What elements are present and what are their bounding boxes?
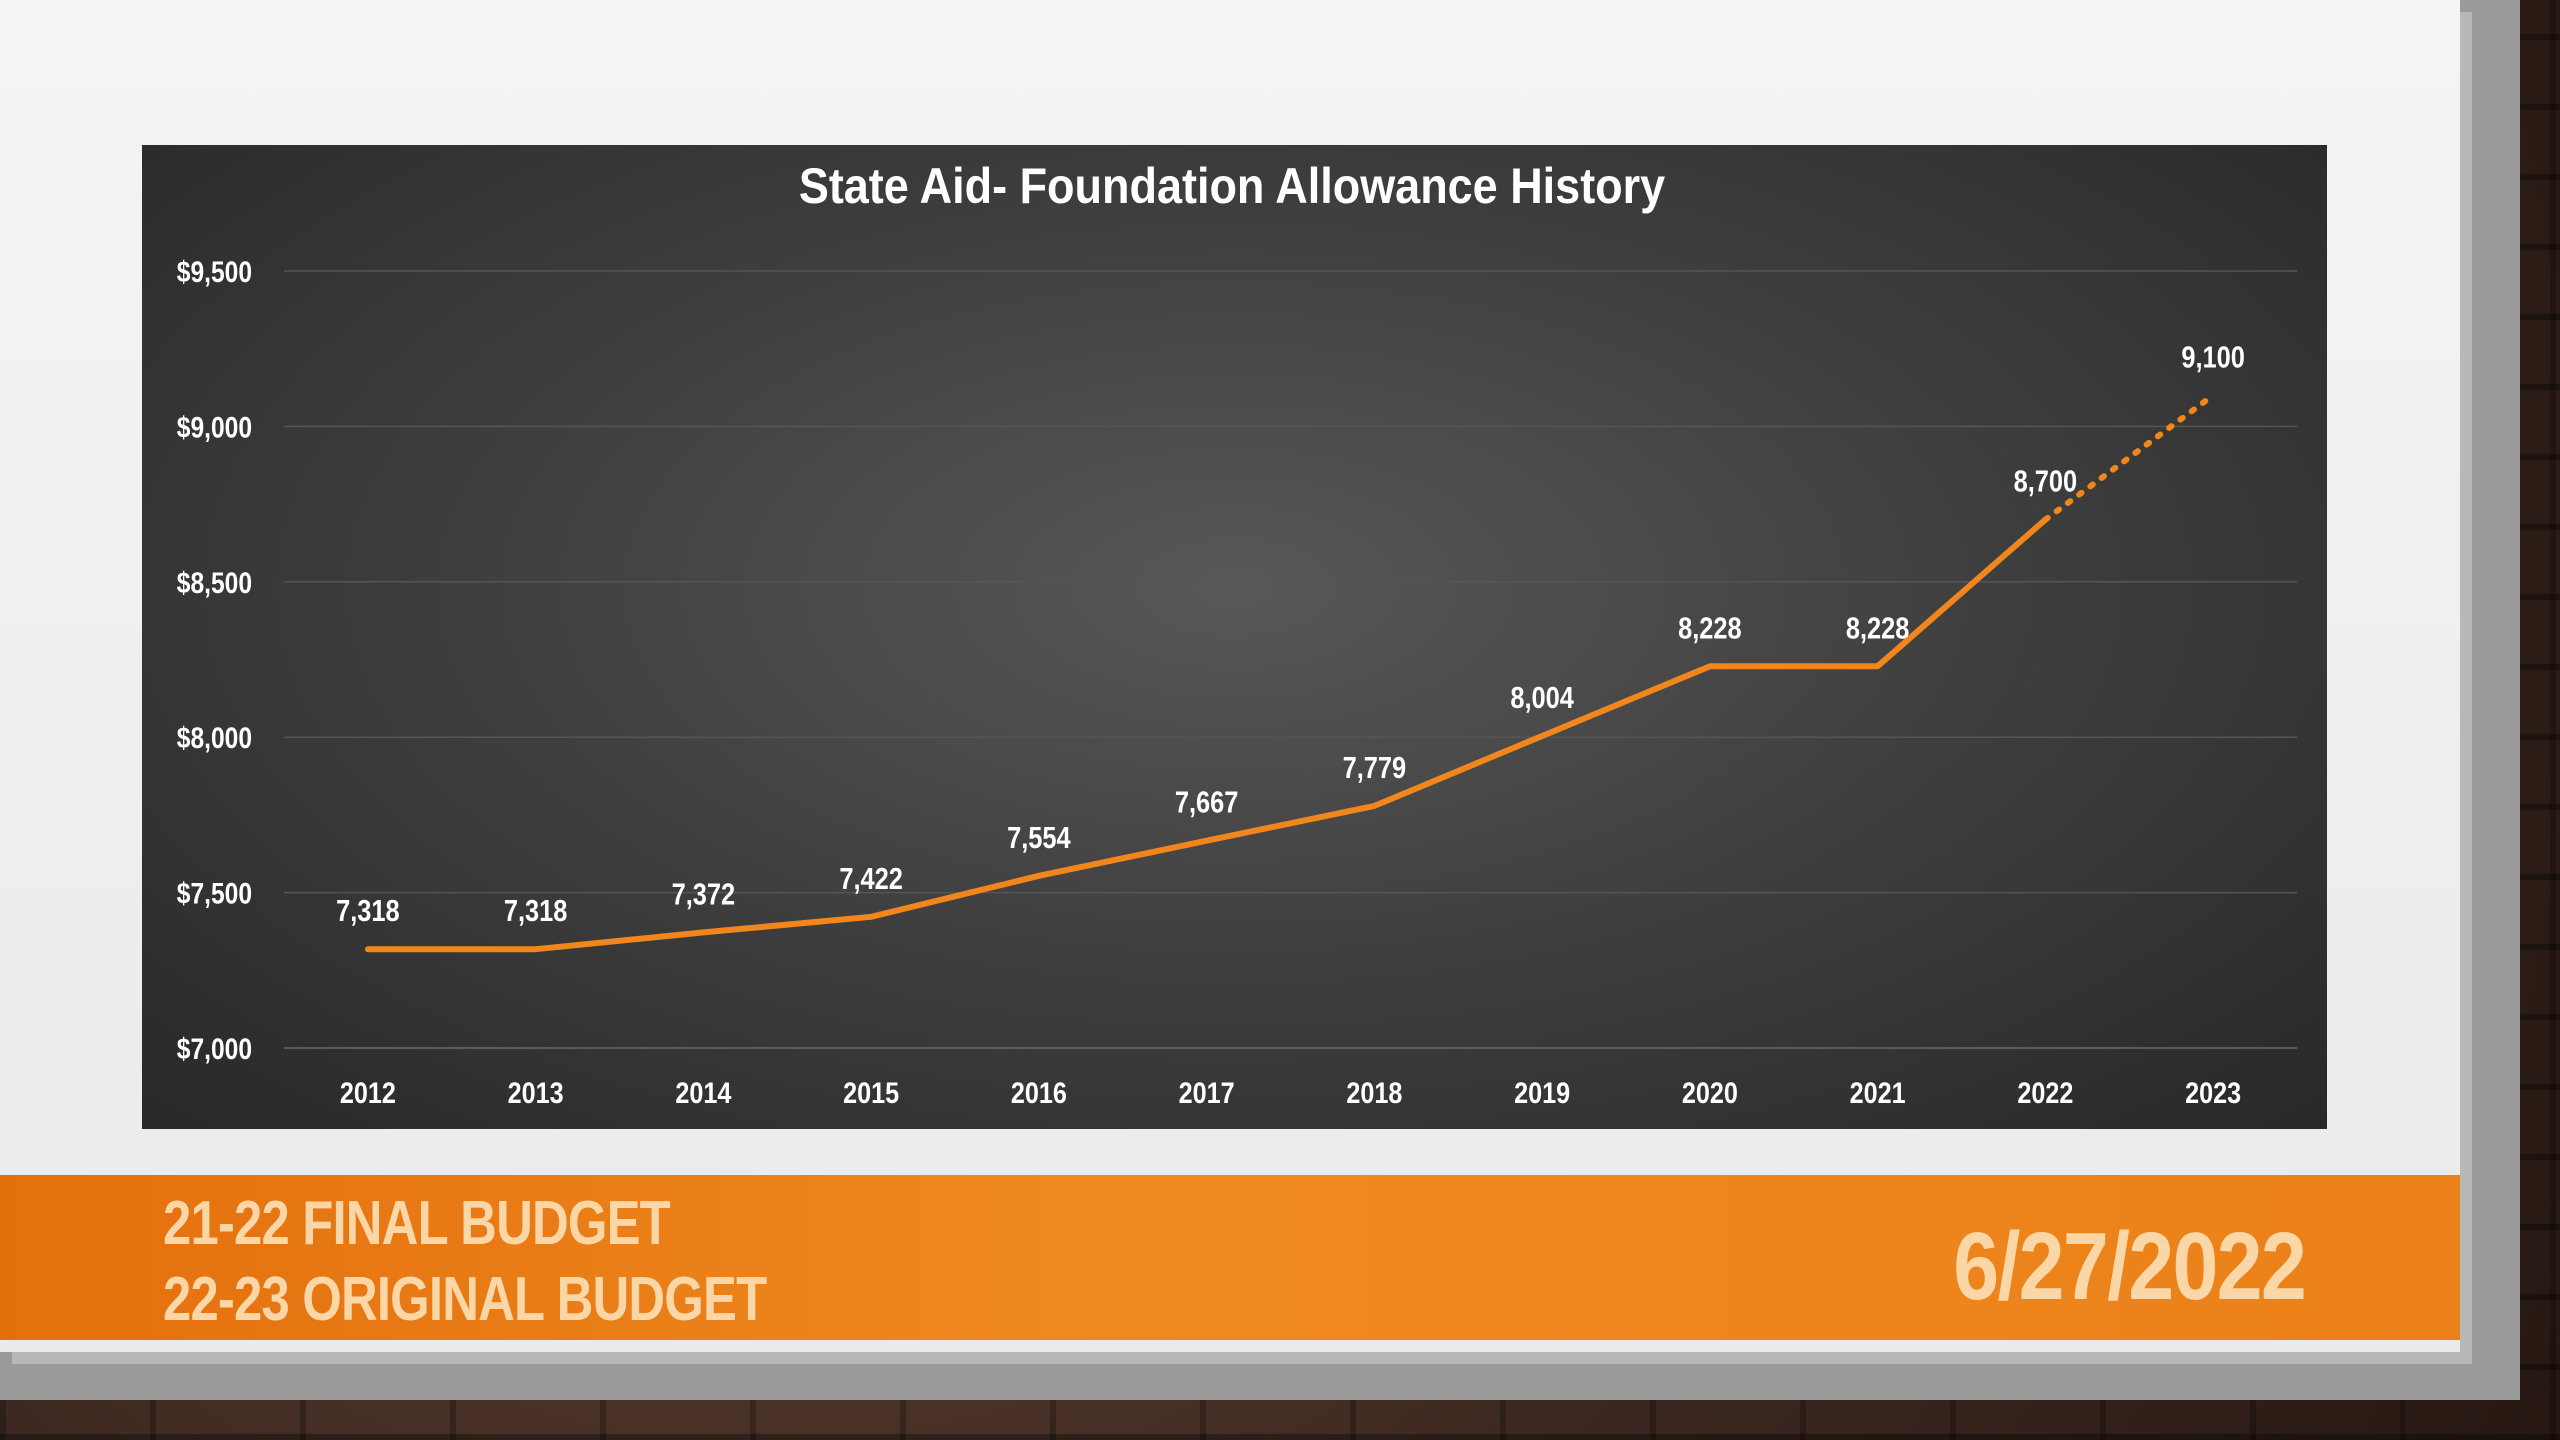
series-line-actual [364,516,2049,953]
grid-lines [284,270,2297,1049]
x-tick-label: 2019 [1514,1076,1570,1110]
x-tick-label: 2015 [843,1076,899,1110]
data-label: 7,422 [839,862,903,897]
footer-date: 6/27/2022 [1953,1213,2307,1320]
data-labels: 7,318 7,318 7,372 7,422 7,554 7,667 7,779 8,004… [336,340,2245,929]
data-label: 7,318 [504,894,568,929]
data-label: 8,004 [1510,681,1574,716]
x-tick-label: 2014 [675,1076,732,1110]
y-axis-ticks: $7,000 $7,500 $8,000 $8,500 $9,000 $9,500 [177,255,252,1066]
y-tick-label: $8,500 [177,565,252,599]
chart-panel: $7,000 $7,500 $8,000 $8,500 $9,000 $9,500 201… [142,145,2327,1129]
x-axis-ticks: 2012 2013 2014 2015 2016 2017 2018 2019 2020 2021… [340,1076,2241,1110]
y-tick-label: $9,500 [177,255,252,289]
y-tick-label: $8,000 [177,721,252,755]
y-tick-label: $7,000 [177,1032,252,1066]
x-tick-label: 2020 [1682,1076,1738,1110]
x-tick-label: 2018 [1346,1076,1402,1110]
x-tick-label: 2021 [1850,1076,1906,1110]
data-label: 8,228 [1678,611,1742,646]
x-tick-label: 2016 [1011,1076,1067,1110]
data-label: 7,667 [1175,785,1239,820]
y-tick-label: $9,000 [177,410,252,444]
data-label: 7,554 [1007,820,1071,855]
data-label: 8,228 [1846,611,1910,646]
x-tick-label: 2017 [1179,1076,1235,1110]
line-chart: $7,000 $7,500 $8,000 $8,500 $9,000 $9,500 201… [177,159,2297,1110]
y-tick-label: $7,500 [177,876,252,910]
footer-band [0,1175,2460,1340]
footer-title-line-1: 21-22 FINAL BUDGET [163,1189,671,1258]
series-line-projected [2042,392,2217,523]
data-label: 9,100 [2181,340,2245,375]
data-label: 7,318 [336,894,400,929]
x-tick-label: 2022 [2017,1076,2073,1110]
data-label: 7,779 [1343,751,1407,786]
footer-title-line-2: 22-23 ORIGINAL BUDGET [163,1265,767,1334]
series-line [364,392,2217,953]
x-tick-label: 2013 [508,1076,564,1110]
chart-title: State Aid- Foundation Allowance History [799,159,1666,215]
data-label: 8,700 [2014,464,2078,499]
x-tick-label: 2023 [2185,1076,2241,1110]
x-tick-label: 2012 [340,1076,396,1110]
data-label: 7,372 [672,877,736,912]
